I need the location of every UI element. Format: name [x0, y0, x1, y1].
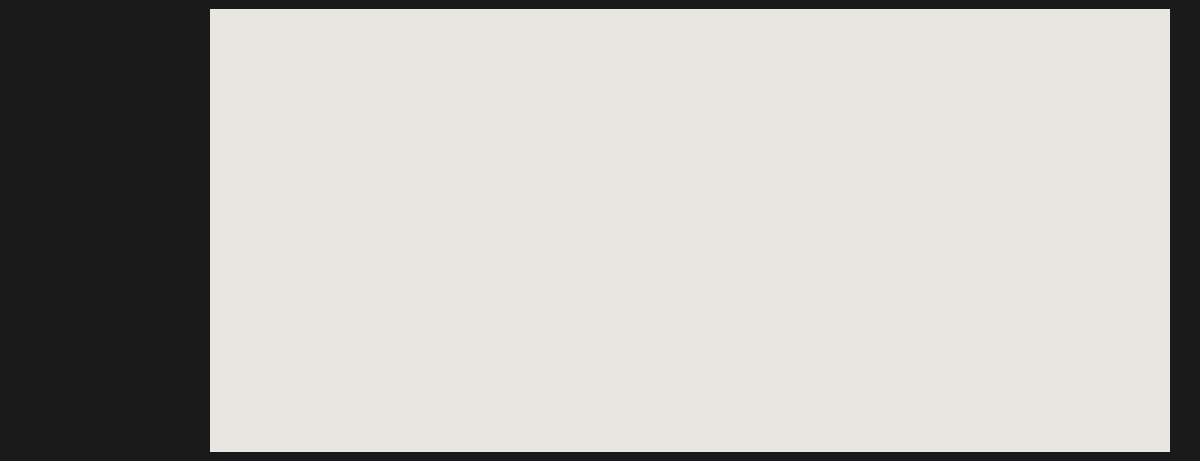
- Text: 3: 3: [342, 420, 353, 435]
- Text: VSEPR theory to predict which of the following molecules is polar?: VSEPR theory to predict which of the fol…: [248, 73, 954, 92]
- Text: NH: NH: [311, 229, 343, 248]
- Text: CH: CH: [311, 171, 342, 189]
- Text: 3: 3: [346, 244, 356, 259]
- Text: 4: 4: [348, 303, 358, 318]
- Text: Use the Lewis dot structure (make sure you show all electron pairs) and: Use the Lewis dot structure (make sure y…: [248, 34, 924, 53]
- Polygon shape: [277, 122, 308, 148]
- Text: 4: 4: [344, 186, 355, 201]
- Text: SiF: SiF: [311, 287, 344, 307]
- Text: SO: SO: [311, 346, 342, 365]
- Text: BF: BF: [311, 404, 338, 423]
- Text: 3: 3: [344, 361, 355, 376]
